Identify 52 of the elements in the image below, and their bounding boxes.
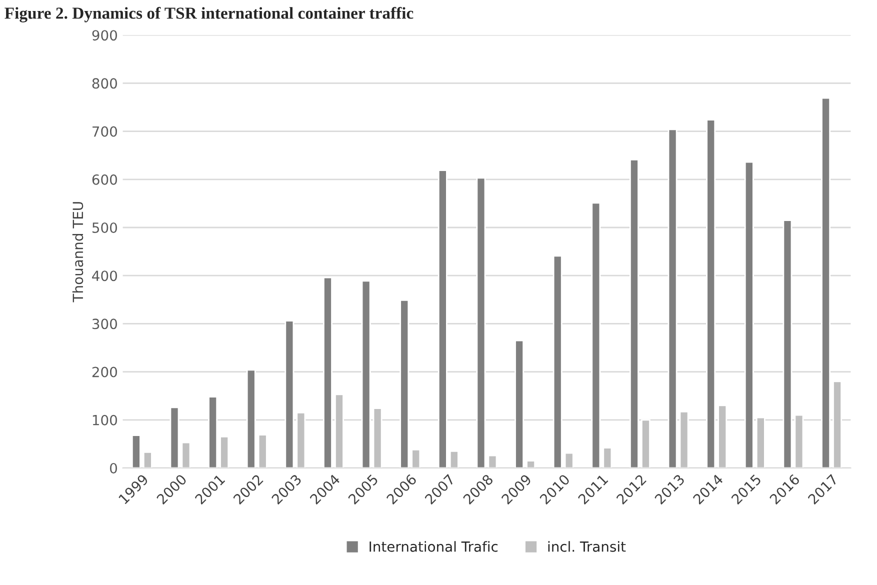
bar [782, 220, 792, 468]
bar [602, 447, 612, 468]
bar [296, 412, 306, 468]
bar [706, 119, 716, 468]
y-tick-label: 800 [92, 78, 117, 89]
bar [131, 434, 141, 468]
bar [361, 280, 371, 468]
bar [476, 177, 486, 468]
y-tick-label: 400 [92, 270, 117, 282]
y-tick-label: 0 [110, 462, 117, 474]
bar [794, 414, 804, 468]
bar [258, 434, 268, 468]
y-tick-label: 500 [92, 222, 117, 233]
bar [679, 411, 689, 468]
bar [668, 128, 678, 468]
y-axis-title: Thouannd TEU [72, 202, 84, 302]
y-tick-label: 100 [92, 414, 117, 426]
bar [400, 299, 410, 468]
bar [630, 158, 639, 468]
y-tick-label: 700 [92, 126, 117, 137]
bar [591, 202, 601, 468]
bar [744, 161, 754, 468]
bar [514, 340, 524, 468]
bar [641, 419, 650, 468]
legend-label: incl. Transit [548, 541, 626, 552]
bar [756, 416, 766, 468]
bar [284, 320, 294, 468]
bar [438, 170, 448, 468]
bar [334, 394, 344, 468]
bar [526, 460, 536, 468]
chart-title: Figure 2. Dynamics of TSR international container traffic [4, 6, 414, 22]
bar [246, 369, 256, 468]
bar [372, 408, 382, 468]
bar [181, 442, 191, 468]
bar [552, 255, 562, 468]
bar [449, 450, 459, 468]
bar [323, 276, 332, 468]
bar [208, 396, 218, 468]
bar [142, 451, 152, 468]
bar [170, 406, 180, 468]
y-tick-label: 300 [92, 318, 117, 330]
y-tick-label: 900 [92, 30, 117, 41]
bar [564, 452, 574, 468]
bar [821, 97, 831, 468]
y-tick-label: 600 [92, 174, 117, 185]
bar [832, 380, 842, 468]
bar [718, 404, 728, 468]
legend-label: International Trafic [370, 541, 498, 552]
bar [220, 436, 230, 468]
bar [411, 449, 421, 468]
bar [488, 454, 498, 468]
y-tick-label: 200 [92, 366, 117, 378]
